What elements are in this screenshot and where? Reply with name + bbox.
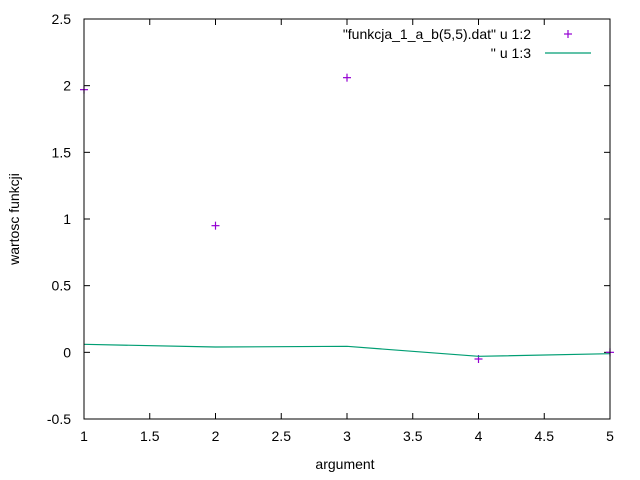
y-tick-label: 0.5 — [52, 278, 72, 294]
x-axis-label: argument — [315, 456, 374, 472]
x-tick-label: 2 — [212, 428, 220, 444]
x-tick-label: 4 — [475, 428, 483, 444]
x-tick-label: 1.5 — [140, 428, 160, 444]
legend-plus-marker — [564, 30, 572, 38]
y-tick-label: 0 — [63, 344, 71, 360]
y-tick-label: -0.5 — [47, 411, 71, 427]
x-tick-label: 3 — [343, 428, 351, 444]
series-1-point — [211, 221, 220, 230]
ticks-layer: 1 1.5 2 2.5 3 3.5 4 4.5 5 -0.5 0 0.5 1 1.5 2 2.5 — [47, 11, 614, 444]
x-tick-label: 2.5 — [272, 428, 292, 444]
legend-label-series-2: '' u 1:3 — [491, 45, 532, 61]
x-tick-label: 3.5 — [403, 428, 423, 444]
x-tick-label: 4.5 — [535, 428, 555, 444]
series-2-line — [83, 343, 611, 357]
legend: "funkcja_1_a_b(5,5).dat" u 1:2 '' u 1:3 — [343, 26, 591, 61]
legend-marker-series-1 — [564, 30, 572, 38]
y-tick-label: 1.5 — [52, 144, 72, 160]
plot-border — [83, 18, 611, 420]
legend-label-series-1: "funkcja_1_a_b(5,5).dat" u 1:2 — [343, 26, 531, 42]
y-tick-label: 2.5 — [52, 11, 72, 27]
y-tick-label: 2 — [63, 78, 71, 94]
series-1-point — [343, 73, 351, 82]
y-axis-label: wartosc funkcji — [6, 173, 22, 266]
x-tick-label: 1 — [80, 428, 88, 444]
series-layer — [80, 73, 614, 363]
y-tick-label: 1 — [63, 211, 71, 227]
x-tick-label: 5 — [606, 428, 614, 444]
